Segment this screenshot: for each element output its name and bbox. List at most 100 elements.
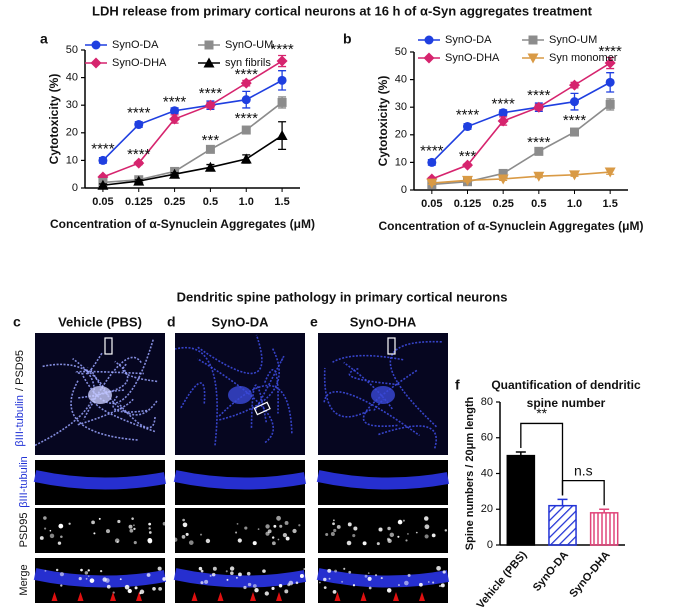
arrowhead — [217, 592, 224, 601]
significance: ** — [536, 405, 547, 421]
marker — [133, 175, 145, 186]
puncta — [352, 584, 356, 587]
puncta — [131, 517, 134, 520]
puncta — [205, 538, 211, 544]
x-tick-label: 0.25 — [164, 196, 185, 208]
puncta — [332, 522, 335, 526]
puncta — [380, 577, 383, 580]
puncta — [438, 584, 442, 588]
marker — [170, 106, 180, 116]
arrowhead — [136, 592, 142, 601]
puncta — [106, 584, 111, 589]
marker — [497, 115, 509, 127]
puncta — [98, 517, 101, 520]
x-tick-label: 0.05 — [421, 198, 442, 210]
puncta — [328, 577, 331, 580]
puncta — [68, 522, 71, 525]
puncta — [182, 522, 188, 528]
x-tick-label: 1.5 — [603, 198, 618, 210]
puncta — [442, 570, 446, 574]
y-tick-label: 0 — [487, 539, 493, 551]
puncta — [427, 581, 430, 583]
puncta — [148, 527, 151, 530]
significance: **** — [163, 93, 187, 110]
arrowhead — [360, 592, 367, 601]
puncta — [235, 576, 238, 579]
puncta — [285, 536, 290, 541]
puncta — [87, 575, 90, 577]
neurite — [122, 363, 158, 383]
dendrite — [316, 470, 450, 490]
puncta — [387, 526, 391, 531]
puncta — [211, 572, 216, 577]
marker — [604, 57, 616, 69]
legend-label: SynO-DHA — [445, 52, 500, 64]
neurite — [197, 334, 263, 375]
strip — [175, 508, 305, 553]
puncta — [271, 541, 276, 546]
puncta — [303, 568, 306, 570]
bar — [589, 512, 619, 546]
puncta — [157, 566, 162, 571]
puncta — [323, 586, 327, 589]
puncta — [226, 578, 229, 581]
panel-label: e — [310, 314, 318, 330]
puncta — [133, 524, 135, 526]
dendrite — [33, 470, 167, 490]
neurite — [75, 370, 144, 375]
x-axis-label: Concentration of α-Synuclein Aggregates … — [379, 219, 644, 233]
marker — [98, 155, 108, 165]
puncta — [85, 577, 88, 580]
y-tick-label: 30 — [395, 101, 407, 113]
puncta — [282, 533, 288, 538]
arrowhead — [250, 592, 256, 601]
puncta — [431, 533, 436, 538]
roi-box — [387, 337, 396, 355]
puncta — [84, 571, 89, 575]
neurite — [118, 402, 156, 429]
puncta — [43, 516, 47, 520]
puncta — [114, 538, 120, 543]
puncta — [332, 589, 337, 594]
puncta — [244, 526, 248, 530]
puncta — [128, 524, 133, 529]
puncta — [212, 566, 217, 571]
puncta — [298, 524, 301, 527]
row-label: Merge — [18, 564, 30, 595]
row-label: βIII-tubulin — [14, 395, 26, 447]
roi-box — [104, 337, 113, 355]
puncta — [78, 576, 82, 581]
arrowhead — [51, 592, 58, 601]
y-tick-label: 30 — [66, 99, 78, 111]
puncta — [333, 528, 337, 533]
arrowhead — [393, 592, 399, 601]
puncta — [299, 574, 304, 578]
marker — [569, 170, 580, 181]
panel-label: c — [13, 314, 21, 330]
x-tick-label: 0.5 — [203, 196, 218, 208]
neurite — [254, 356, 285, 411]
neurite — [250, 384, 268, 428]
puncta — [398, 584, 400, 586]
puncta — [102, 577, 107, 582]
significance: **** — [563, 112, 587, 129]
significance: **** — [127, 104, 151, 121]
series-line — [102, 79, 283, 161]
marker — [534, 146, 544, 156]
puncta — [243, 585, 247, 590]
puncta — [346, 540, 352, 546]
y-tick-label: 20 — [395, 129, 407, 141]
puncta — [374, 574, 378, 577]
significance: **** — [598, 43, 622, 60]
puncta — [368, 586, 372, 590]
x-tick-label: SynO-DA — [531, 549, 571, 594]
legend-label: SynO-DA — [445, 34, 492, 46]
marker — [204, 99, 216, 111]
puncta — [271, 586, 275, 590]
marker — [205, 144, 215, 154]
bar — [548, 504, 577, 546]
marker — [569, 79, 580, 91]
puncta — [407, 533, 409, 535]
legend-marker — [527, 53, 539, 64]
puncta — [129, 528, 134, 533]
